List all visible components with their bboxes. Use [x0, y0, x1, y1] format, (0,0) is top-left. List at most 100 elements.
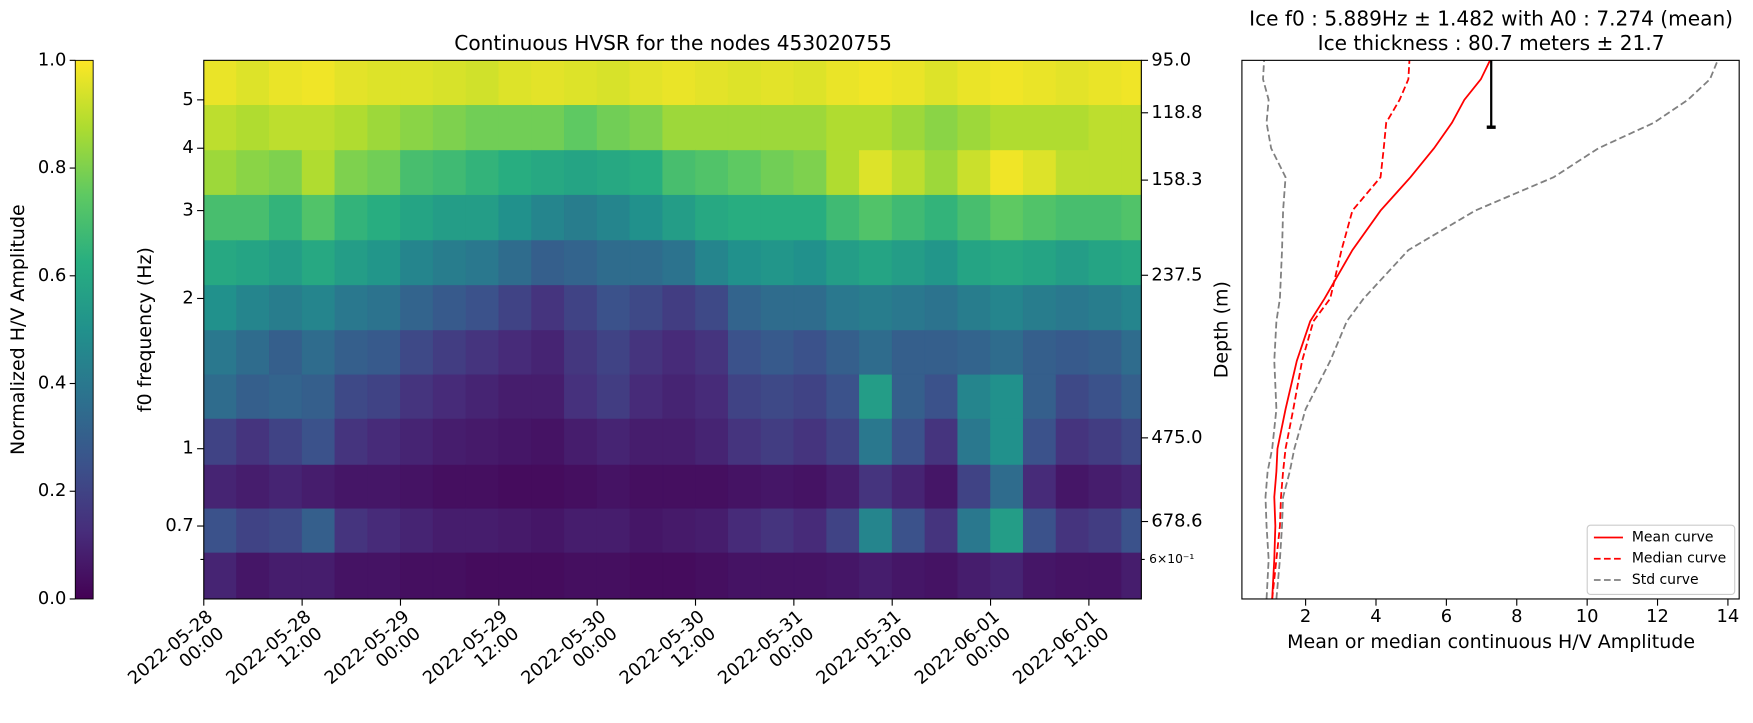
heatmap-cell [826, 373, 860, 419]
heatmap-cell [826, 507, 860, 553]
heatmap-cell [367, 149, 401, 195]
colorbar-label: Normalized H/V Amplitude [7, 204, 29, 455]
heatmap-cell [760, 149, 795, 195]
heatmap-cell [334, 418, 369, 465]
heatmap-cell [1055, 329, 1090, 375]
heatmap-cell [301, 418, 336, 465]
heatmap-cell [236, 194, 270, 241]
heatmap-cell [1088, 418, 1123, 465]
heatmap-cell [269, 551, 303, 600]
heatmap-cell [432, 329, 467, 375]
heatmap-cell [301, 329, 336, 375]
heatmap-cell [269, 239, 303, 286]
heatmap-cell [859, 329, 893, 375]
heatmap-cell [695, 551, 729, 600]
heatmap-cell [924, 507, 959, 553]
heatmap-cell [990, 239, 1024, 286]
y-tick-label: 1 [182, 438, 193, 459]
heatmap-cell [400, 418, 434, 465]
y2-tick-label: 237.5 [1151, 264, 1202, 285]
heatmap-cell [432, 104, 467, 151]
heatmap-cell [498, 464, 532, 509]
heatmap-cell [465, 194, 500, 241]
heatmap-cell [727, 551, 762, 600]
heatmap-cell [1022, 239, 1057, 286]
heatmap-cell [924, 418, 959, 465]
heatmap-cell [924, 373, 959, 419]
heatmap-cell [432, 239, 467, 286]
heatmap-cell [465, 329, 500, 375]
heatmap-cell [432, 418, 467, 465]
heatmap-cell [564, 194, 598, 241]
colorbar-tick-label: 1.0 [38, 49, 66, 70]
heatmap-cell [727, 418, 762, 465]
heatmap-cell [301, 149, 336, 195]
heatmap-cell [531, 60, 565, 106]
heatmap-cell [203, 464, 237, 509]
heatmap-cell [236, 551, 270, 600]
heatmap-cell [760, 194, 795, 241]
heatmap-cell [367, 418, 401, 465]
heatmap-cell [367, 329, 401, 375]
heatmap-cell [400, 329, 434, 375]
x-tick-label: 8 [1511, 606, 1522, 627]
heatmap-cell [924, 239, 959, 286]
heatmap-cell [465, 507, 500, 553]
plot-frame [203, 59, 1142, 600]
heatmap-cell [203, 239, 237, 286]
heatmap-cell [596, 60, 631, 106]
x-tick-label: 2022-05-2912:00 [419, 606, 525, 704]
heatmap-cell [695, 329, 729, 375]
heatmap-cell [498, 194, 532, 241]
heatmap-cell [367, 464, 401, 509]
heatmap-cell [400, 373, 434, 419]
x-tick-label: 2022-05-2800:00 [124, 606, 230, 704]
y2-tick-label: 95.0 [1151, 49, 1191, 70]
heatmap-cell [465, 104, 500, 151]
heatmap-cell [1088, 60, 1123, 106]
line-x-label: Mean or median continuous H/V Amplitude [1287, 631, 1695, 653]
x-tick-label: 10 [1576, 606, 1599, 627]
heatmap-cell [760, 60, 795, 106]
heatmap-cell [203, 418, 237, 465]
heatmap-cell [1121, 239, 1142, 286]
heatmap-cell [891, 551, 926, 600]
heatmap-cell [760, 507, 795, 553]
colorbar-tick-label: 0.0 [38, 588, 66, 609]
heatmap-cell [1022, 551, 1057, 600]
heatmap-cell [859, 194, 893, 241]
heatmap-cell [891, 194, 926, 241]
heatmap-cell [793, 329, 827, 375]
heatmap-cell [990, 329, 1024, 375]
heatmap-cell [924, 284, 959, 331]
x-tick-label: 2022-05-2900:00 [321, 606, 427, 704]
heatmap-cell [1022, 194, 1057, 241]
heatmap-cell [891, 418, 926, 465]
heatmap-cell [891, 60, 926, 106]
heatmap-cell [891, 239, 926, 286]
heatmap-cell [1088, 104, 1123, 151]
heatmap-cell [1022, 507, 1057, 553]
heatmap-cell [727, 149, 762, 195]
heatmap-cell [1121, 418, 1142, 465]
heatmap-cell [1055, 551, 1090, 600]
line-title: Ice f0 : 5.889Hz ± 1.482 with A0 : 7.274… [1249, 7, 1733, 31]
heatmap-cell [236, 329, 270, 375]
heatmap-cell [1088, 284, 1123, 331]
heatmap-cell [498, 507, 532, 553]
legend-label: Mean curve [1632, 530, 1714, 546]
heatmap-cell [367, 284, 401, 331]
heatmap-cell [367, 373, 401, 419]
heatmap-cell [760, 239, 795, 286]
heatmap-cell [596, 507, 631, 553]
heatmap-cell [334, 149, 369, 195]
heatmap-cell [596, 551, 631, 600]
heatmap-cell [629, 239, 664, 286]
heatmap-cell [432, 149, 467, 195]
heatmap-cell [1022, 329, 1057, 375]
heatmap-cell [629, 104, 664, 151]
heatmap-cell [793, 239, 827, 286]
heatmap-cell [760, 418, 795, 465]
heatmap-cell [629, 418, 664, 465]
heatmap-cell [826, 60, 860, 106]
